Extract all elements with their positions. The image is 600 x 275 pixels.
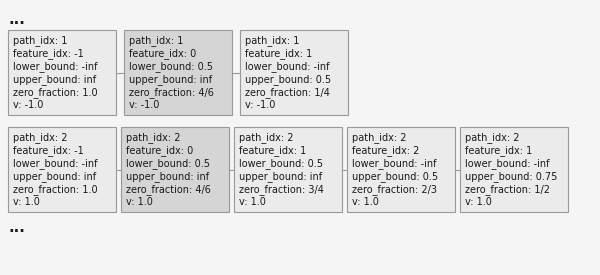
Text: feature_idx: 1: feature_idx: 1 bbox=[245, 48, 312, 59]
Text: v: -1.0: v: -1.0 bbox=[245, 100, 275, 110]
Text: upper_bound: inf: upper_bound: inf bbox=[126, 171, 209, 182]
Text: zero_fraction: 3/4: zero_fraction: 3/4 bbox=[239, 184, 324, 195]
Text: lower_bound: 0.5: lower_bound: 0.5 bbox=[126, 158, 210, 169]
Text: feature_idx: 0: feature_idx: 0 bbox=[129, 48, 196, 59]
Text: upper_bound: 0.75: upper_bound: 0.75 bbox=[465, 171, 557, 182]
Text: feature_idx: 0: feature_idx: 0 bbox=[126, 145, 193, 156]
Text: path_idx: 1: path_idx: 1 bbox=[129, 35, 184, 46]
FancyBboxPatch shape bbox=[8, 127, 116, 212]
Text: lower_bound: 0.5: lower_bound: 0.5 bbox=[239, 158, 323, 169]
Text: zero_fraction: 1.0: zero_fraction: 1.0 bbox=[13, 184, 98, 195]
Text: upper_bound: inf: upper_bound: inf bbox=[13, 171, 96, 182]
Text: feature_idx: 1: feature_idx: 1 bbox=[465, 145, 532, 156]
Text: lower_bound: -inf: lower_bound: -inf bbox=[245, 61, 329, 72]
Text: zero_fraction: 2/3: zero_fraction: 2/3 bbox=[352, 184, 437, 195]
Text: path_idx: 1: path_idx: 1 bbox=[13, 35, 67, 46]
Text: zero_fraction: 1/2: zero_fraction: 1/2 bbox=[465, 184, 550, 195]
Text: path_idx: 2: path_idx: 2 bbox=[465, 132, 520, 143]
Text: upper_bound: inf: upper_bound: inf bbox=[13, 74, 96, 85]
Text: upper_bound: inf: upper_bound: inf bbox=[239, 171, 322, 182]
Text: v: 1.0: v: 1.0 bbox=[239, 197, 266, 207]
Text: lower_bound: -inf: lower_bound: -inf bbox=[13, 61, 97, 72]
Text: path_idx: 2: path_idx: 2 bbox=[352, 132, 407, 143]
Text: v: -1.0: v: -1.0 bbox=[129, 100, 160, 110]
Text: ...: ... bbox=[8, 220, 25, 235]
Text: v: -1.0: v: -1.0 bbox=[13, 100, 43, 110]
Text: zero_fraction: 1.0: zero_fraction: 1.0 bbox=[13, 87, 98, 98]
Text: zero_fraction: 4/6: zero_fraction: 4/6 bbox=[129, 87, 214, 98]
Text: feature_idx: -1: feature_idx: -1 bbox=[13, 48, 84, 59]
FancyBboxPatch shape bbox=[460, 127, 568, 212]
Text: feature_idx: 1: feature_idx: 1 bbox=[239, 145, 306, 156]
Text: v: 1.0: v: 1.0 bbox=[13, 197, 40, 207]
Text: path_idx: 1: path_idx: 1 bbox=[245, 35, 299, 46]
Text: zero_fraction: 4/6: zero_fraction: 4/6 bbox=[126, 184, 211, 195]
Text: upper_bound: inf: upper_bound: inf bbox=[129, 74, 212, 85]
FancyBboxPatch shape bbox=[347, 127, 455, 212]
Text: feature_idx: 2: feature_idx: 2 bbox=[352, 145, 419, 156]
Text: feature_idx: -1: feature_idx: -1 bbox=[13, 145, 84, 156]
Text: lower_bound: 0.5: lower_bound: 0.5 bbox=[129, 61, 213, 72]
Text: zero_fraction: 1/4: zero_fraction: 1/4 bbox=[245, 87, 330, 98]
FancyBboxPatch shape bbox=[240, 30, 348, 115]
FancyBboxPatch shape bbox=[234, 127, 342, 212]
Text: v: 1.0: v: 1.0 bbox=[352, 197, 379, 207]
Text: path_idx: 2: path_idx: 2 bbox=[239, 132, 293, 143]
Text: lower_bound: -inf: lower_bound: -inf bbox=[13, 158, 97, 169]
Text: path_idx: 2: path_idx: 2 bbox=[13, 132, 67, 143]
Text: upper_bound: 0.5: upper_bound: 0.5 bbox=[352, 171, 438, 182]
Text: ...: ... bbox=[8, 12, 25, 27]
Text: v: 1.0: v: 1.0 bbox=[465, 197, 492, 207]
FancyBboxPatch shape bbox=[124, 30, 232, 115]
Text: path_idx: 2: path_idx: 2 bbox=[126, 132, 181, 143]
FancyBboxPatch shape bbox=[121, 127, 229, 212]
Text: lower_bound: -inf: lower_bound: -inf bbox=[352, 158, 437, 169]
Text: v: 1.0: v: 1.0 bbox=[126, 197, 153, 207]
Text: lower_bound: -inf: lower_bound: -inf bbox=[465, 158, 550, 169]
FancyBboxPatch shape bbox=[8, 30, 116, 115]
Text: upper_bound: 0.5: upper_bound: 0.5 bbox=[245, 74, 331, 85]
